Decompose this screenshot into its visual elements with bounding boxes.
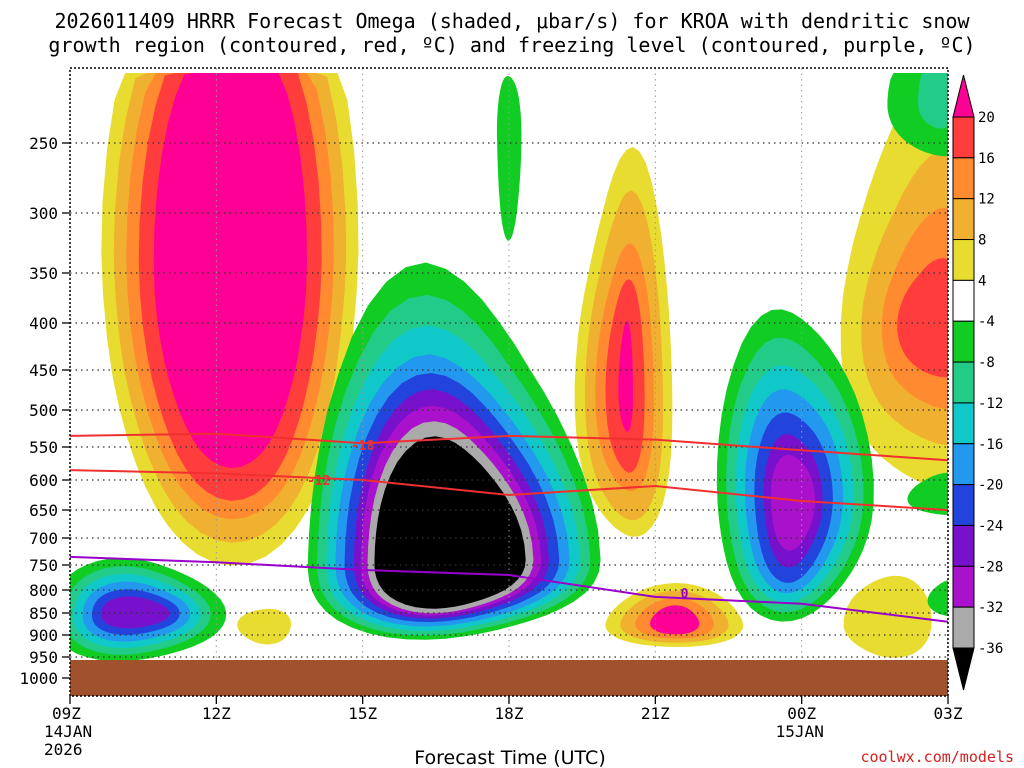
omega-weak-up-13z-level-4 [237,608,292,645]
x-tick-date-00Z: 15JAN [776,722,824,741]
colorbar-label-8: 8 [978,233,986,249]
omega-updraft-strong-west-level-20 [153,73,307,468]
x-tick-year-09Z: 2026 [44,740,83,759]
colorbar-label-12: 12 [978,192,995,208]
omega-downdraft-10z-level--24 [101,596,170,629]
omega-weak-up-02z-level-4 [843,575,932,658]
dgz-bottom-label: -12 [307,474,330,489]
y-tick-label-750: 750 [29,556,58,575]
x-tick-label-09Z: 09Z [52,704,81,723]
dgz-top-label: -18 [351,439,375,454]
colorbar-label--16: -16 [978,437,1003,453]
colorbar-label-16: 16 [978,151,995,167]
omega-downdraft-2330z-level--28 [770,454,815,551]
dgz-top-line [70,432,948,462]
omega-updraft-2030z-level-20 [618,320,633,432]
colorbar-segment-bottom [952,647,975,691]
colorbar-segment-8 [952,402,975,445]
colorbar-label--36: -36 [978,641,1003,657]
credit-text: coolwx.com/models [860,748,1014,766]
colorbar-segment-9 [952,443,975,486]
y-tick-label-400: 400 [29,314,58,333]
y-tick-label-900: 900 [29,626,58,645]
colorbar-label--24: -24 [978,518,1003,534]
colorbar-segment-11 [952,524,975,567]
colorbar-segment-12 [952,565,975,608]
colorbar-label--8: -8 [978,355,995,371]
colorbar-label--12: -12 [978,396,1003,412]
colorbar-segment-10 [952,484,975,526]
y-tick-label-800: 800 [29,581,58,600]
y-tick-label-700: 700 [29,529,58,548]
omega-weak-down-ne-level--8 [917,73,948,129]
colorbar-segment-13 [952,606,975,649]
y-tick-label-250: 250 [29,134,58,153]
colorbar-label-4: 4 [978,273,986,289]
x-tick-label-03Z: 03Z [934,704,963,723]
omega-weak-down-03z-low-level--4 [927,580,948,617]
temperature-contours: -18 -12 0 [70,432,948,623]
y-tick-label-950: 950 [29,648,58,667]
x-tick-date-09Z: 14JAN [44,722,92,741]
colorbar-label--32: -32 [978,600,1003,616]
colorbar-segment-7 [952,361,975,404]
colorbar-segment-3 [952,198,975,241]
colorbar-segment-2 [952,157,975,200]
y-tick-label-350: 350 [29,264,58,283]
y-tick-label-550: 550 [29,438,58,457]
y-tick-label-600: 600 [29,471,58,490]
colorbar-segment-top [952,74,975,118]
y-tick-label-1000: 1000 [19,669,58,688]
x-tick-label-15Z: 15Z [348,704,377,723]
omega-weak-down-18z-upper-level--4 [496,76,522,241]
colorbar-segment-4 [952,239,975,281]
colorbar-label--20: -20 [978,478,1003,494]
freezing-level-label: 0 [681,587,689,602]
colorbar-label--4: -4 [978,314,995,330]
y-tick-label-300: 300 [29,204,58,223]
omega-updraft-east-level-16 [897,258,948,378]
freezing-level-line [70,555,948,623]
y-tick-label-650: 650 [29,501,58,520]
chart-title-line2: growth region (contoured, red, ºC) and f… [48,33,975,57]
x-tick-label-00Z: 00Z [787,704,816,723]
x-tick-label-21Z: 21Z [641,704,670,723]
y-tick-label-450: 450 [29,361,58,380]
chart-title-line1: 2026011409 HRRR Forecast Omega (shaded, … [54,9,970,33]
colorbar-segment-1 [952,116,975,159]
x-tick-label-18Z: 18Z [495,704,524,723]
colorbar-label--28: -28 [978,559,1003,575]
omega-weak-down-03z-level--4 [907,472,948,515]
colorbar-label-20: 20 [978,110,995,126]
y-tick-label-850: 850 [29,604,58,623]
colorbar-segment-6 [952,320,975,363]
x-axis-label: Forecast Time (UTC) [414,747,605,768]
y-axis: 250 300 350 400 450 500 550 600 650 700 750 800 850 9… [19,134,70,688]
colorbar-segment-5 [952,279,975,322]
terrain-ground [70,660,948,696]
y-tick-label-500: 500 [29,401,58,420]
plot-area: -18 -12 0 [70,68,948,696]
colorbar: 20 16 12 8 4 -4 -8 -12 -16 -20 -24 -28 -32 -36 [952,74,1003,691]
x-tick-label-12Z: 12Z [202,704,231,723]
dgz-bottom-line [70,469,948,511]
